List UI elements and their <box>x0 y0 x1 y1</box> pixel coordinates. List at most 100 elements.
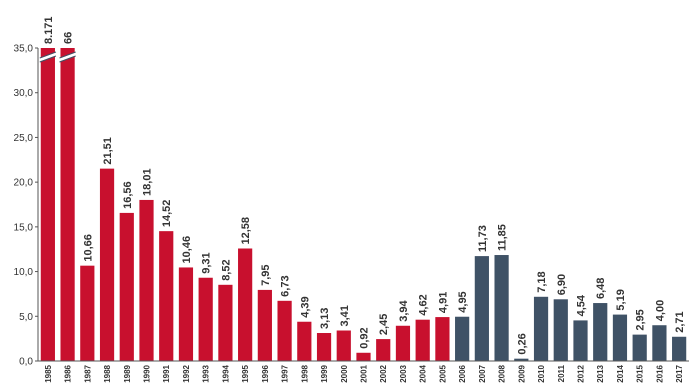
y-tick-label: 15,0 <box>14 222 34 233</box>
bar <box>593 303 608 361</box>
y-tick-label: 0,0 <box>19 357 33 368</box>
y-tick-label: 35,0 <box>14 44 34 55</box>
x-tick-label: 2005 <box>438 364 447 382</box>
bar <box>652 325 667 361</box>
y-tick-label: 5,0 <box>19 312 33 323</box>
axis-break-mark <box>58 52 77 62</box>
bar <box>218 284 233 361</box>
x-tick-label: 2008 <box>498 364 507 382</box>
bar <box>99 168 115 361</box>
data-label: 3,94 <box>398 299 410 321</box>
data-label: 4,91 <box>437 292 449 313</box>
x-tick-label: 2002 <box>379 364 388 382</box>
x-tick-label: 1997 <box>281 364 290 382</box>
bar <box>336 330 351 361</box>
data-label: 6,48 <box>595 278 607 299</box>
bar <box>297 321 312 361</box>
x-tick-label: 1995 <box>241 364 250 382</box>
axis-break-mark <box>39 55 57 63</box>
bar <box>198 277 213 361</box>
bar <box>435 317 450 361</box>
x-tick-label: 1992 <box>182 364 191 382</box>
bar <box>277 300 292 361</box>
bar <box>139 199 154 361</box>
axis-break-mark <box>39 51 57 59</box>
data-label: 3,41 <box>339 305 351 326</box>
x-tick-label: 1988 <box>103 364 112 382</box>
x-tick-label: 2009 <box>517 364 526 382</box>
data-label: 0,92 <box>359 327 371 348</box>
bar <box>376 339 391 361</box>
bar <box>672 336 687 361</box>
data-label: 66 <box>63 32 75 44</box>
data-label: 2,95 <box>635 309 647 330</box>
x-tick-label: 1991 <box>162 364 171 382</box>
bar <box>455 316 470 361</box>
data-label: 12,58 <box>240 217 252 245</box>
axis-break-mark <box>59 51 76 59</box>
bar <box>573 320 588 361</box>
data-label: 8.171 <box>43 16 55 44</box>
x-tick-label: 2003 <box>399 364 408 382</box>
data-label: 7,18 <box>536 271 548 292</box>
data-label: 6,73 <box>280 275 292 296</box>
x-tick-label: 1985 <box>44 364 53 382</box>
x-tick-label: 2004 <box>419 364 428 382</box>
data-label: 6,90 <box>556 274 568 295</box>
data-label: 2,45 <box>378 314 390 335</box>
bar <box>257 289 272 361</box>
axis-break-mark <box>39 52 57 62</box>
bar <box>415 319 430 361</box>
data-label: 16,56 <box>122 181 134 209</box>
x-tick-label: 2013 <box>596 364 605 382</box>
x-tick-label: 1987 <box>83 364 92 382</box>
x-tick-label: 1996 <box>261 364 270 382</box>
y-tick-label: 25,0 <box>14 133 34 144</box>
data-label: 5,19 <box>615 289 627 310</box>
bar <box>632 334 647 361</box>
bars-group <box>39 48 687 361</box>
x-tick-label: 1998 <box>300 364 309 382</box>
data-label: 3,13 <box>319 308 331 329</box>
x-tick-label: 1989 <box>123 364 132 382</box>
data-label: 21,51 <box>102 137 114 165</box>
y-tick-label: 10,0 <box>14 267 34 278</box>
data-label: 14,52 <box>161 200 173 228</box>
x-tick-label: 1999 <box>320 364 329 382</box>
axis-break-mark <box>59 55 76 63</box>
data-label: 4,95 <box>457 291 469 312</box>
x-tick-label: 1994 <box>221 364 230 382</box>
x-tick-label: 2000 <box>340 364 349 382</box>
data-labels-group: 8.171 66 10,66 21,51 16,56 18,01 14,52 10,46 9,3… <box>43 16 686 354</box>
x-tick-label: 2015 <box>636 364 645 382</box>
x-tick-label: 2016 <box>655 364 664 382</box>
x-tick-label: 2012 <box>577 364 586 382</box>
x-tick-label: 2017 <box>675 364 684 382</box>
bar <box>494 255 509 361</box>
x-tick-label: 2010 <box>537 364 546 382</box>
data-label: 10,46 <box>181 236 193 264</box>
bar <box>80 265 95 361</box>
data-label: 4,39 <box>299 296 311 317</box>
bar <box>356 352 371 361</box>
bar <box>474 256 489 361</box>
data-label: 8,52 <box>220 259 232 280</box>
bar <box>533 296 549 361</box>
data-label: 10,66 <box>82 234 94 262</box>
bar <box>514 358 529 361</box>
bar <box>119 212 134 361</box>
bar <box>395 325 411 361</box>
x-tick-label: 1993 <box>202 364 211 382</box>
x-tick-label: 2014 <box>616 364 625 382</box>
data-label: 0,26 <box>516 333 528 354</box>
y-axis: 0,0 5,0 10,0 15,0 20,0 25,0 30,0 35,0 <box>14 44 39 368</box>
data-label: 4,62 <box>418 294 430 315</box>
x-tick-label: 2006 <box>458 364 467 382</box>
y-tick-label: 30,0 <box>14 88 34 99</box>
x-tick-label: 2011 <box>557 364 566 382</box>
data-label: 11,85 <box>497 224 509 251</box>
y-tick-label: 20,0 <box>14 178 34 189</box>
x-tick-label: 1990 <box>143 364 152 382</box>
data-label: 9,31 <box>201 252 213 273</box>
